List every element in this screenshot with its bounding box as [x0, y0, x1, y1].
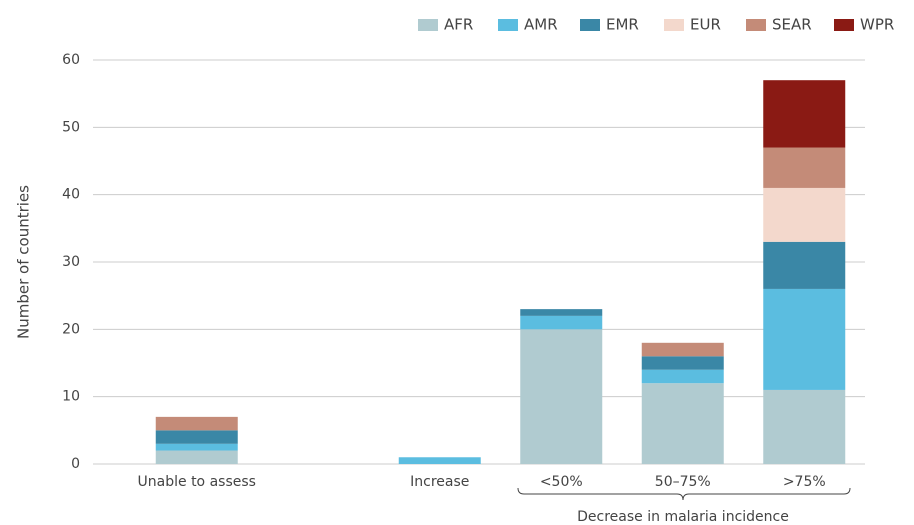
legend-label: EUR [690, 16, 721, 34]
bar-segment [520, 329, 603, 464]
bar-segment [763, 147, 846, 188]
x-tick-label: >75% [783, 474, 826, 490]
legend-swatch [746, 19, 766, 31]
x-tick-label: <50% [540, 474, 583, 490]
bar-segment [641, 356, 724, 370]
x-tick-label: Increase [410, 474, 469, 490]
bar-segment [398, 457, 481, 464]
legend-swatch [580, 19, 600, 31]
y-tick-label: 10 [62, 389, 80, 405]
brace [517, 487, 851, 501]
y-tick-label: 0 [71, 456, 80, 472]
bar-segment [520, 309, 603, 316]
bar-segment [763, 288, 846, 390]
bar-segment [763, 187, 846, 242]
bar-segment [155, 450, 238, 464]
bar-segment [520, 315, 603, 330]
x-tick-label: Unable to assess [138, 474, 256, 490]
annotation: Decrease in malaria incidence [577, 509, 789, 525]
legend-label: AMR [524, 16, 558, 34]
bar-segment [763, 241, 846, 289]
y-tick-label: 40 [62, 187, 80, 203]
legend-label: AFR [444, 16, 473, 34]
bar-segment [155, 443, 238, 451]
y-tick-label: 50 [62, 119, 80, 135]
legend-swatch [418, 19, 438, 31]
x-tick-label: 50–75% [655, 474, 711, 490]
y-tick-label: 30 [62, 254, 80, 270]
legend-swatch [834, 19, 854, 31]
y-tick-label: 60 [62, 52, 80, 68]
y-axis-label: Number of countries [15, 185, 33, 339]
legend-label: EMR [606, 16, 639, 34]
bar-segment [641, 342, 724, 357]
bar-segment [641, 383, 724, 464]
bar-segment [641, 369, 724, 384]
bar-segment [763, 80, 846, 148]
legend-label: SEAR [772, 16, 812, 34]
bar-segment [763, 389, 846, 464]
legend-label: WPR [860, 16, 894, 34]
legend-swatch [498, 19, 518, 31]
y-tick-label: 20 [62, 321, 80, 337]
bar-segment [155, 416, 238, 431]
legend-swatch [664, 19, 684, 31]
bar-segment [155, 430, 238, 444]
